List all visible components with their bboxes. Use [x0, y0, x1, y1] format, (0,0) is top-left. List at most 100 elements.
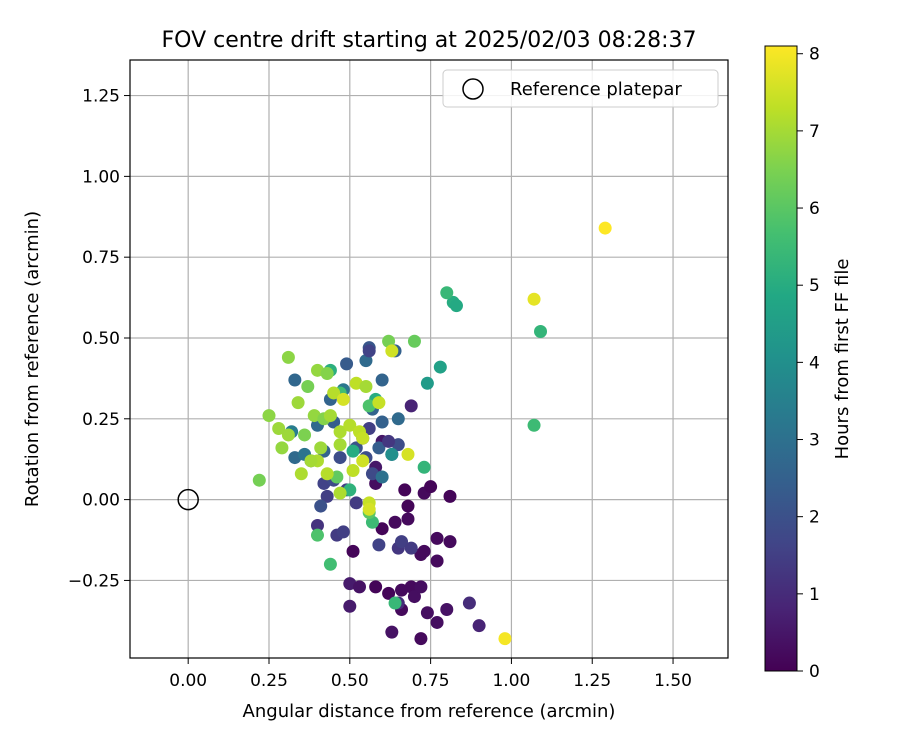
data-point: [356, 431, 370, 445]
data-point: [430, 531, 444, 545]
data-point: [498, 632, 512, 646]
data-point: [262, 409, 276, 423]
data-point: [310, 518, 324, 532]
colorbar-gradient: [764, 45, 798, 672]
data-point: [298, 428, 312, 442]
data-point: [401, 447, 415, 461]
data-point: [401, 499, 415, 513]
data-point: [336, 525, 350, 539]
data-point: [424, 480, 438, 494]
data-point: [304, 454, 318, 468]
data-point: [404, 399, 418, 413]
data-point: [443, 489, 457, 503]
data-point: [327, 386, 341, 400]
data-point: [346, 444, 360, 458]
data-point: [356, 454, 370, 468]
data-point: [333, 451, 347, 465]
data-point: [310, 528, 324, 542]
colorbar-tick-label: 5: [809, 276, 820, 296]
data-point: [362, 344, 376, 358]
x-tick-label: 1.25: [573, 671, 611, 691]
x-tick-label: 1.00: [492, 671, 530, 691]
data-point: [375, 415, 389, 429]
y-tick-label: 0.25: [82, 410, 120, 430]
data-point: [301, 379, 315, 393]
data-point: [414, 632, 428, 646]
data-point: [395, 535, 409, 549]
data-point: [252, 473, 266, 487]
data-point: [440, 603, 454, 617]
data-point: [430, 615, 444, 629]
data-point: [291, 396, 305, 410]
y-axis-label: Rotation from reference (arcmin): [22, 211, 43, 507]
data-point: [382, 434, 396, 448]
data-point: [323, 409, 337, 423]
data-point: [382, 586, 396, 600]
x-tick-label: 1.50: [654, 671, 692, 691]
data-point: [333, 425, 347, 439]
colorbar-tick-label: 7: [809, 122, 820, 142]
data-point: [385, 344, 399, 358]
colorbar-tick-label: 1: [809, 585, 820, 605]
data-point: [420, 376, 434, 390]
data-point: [346, 544, 360, 558]
data-point: [462, 596, 476, 610]
colorbar-tick-label: 0: [809, 662, 820, 682]
data-point: [443, 535, 457, 549]
data-point: [281, 350, 295, 364]
data-point: [333, 486, 347, 500]
data-point: [359, 379, 373, 393]
data-point: [388, 515, 402, 529]
data-point: [346, 464, 360, 478]
data-point: [314, 441, 328, 455]
chart-title: FOV centre drift starting at 2025/02/03 …: [162, 28, 697, 53]
data-point: [362, 502, 376, 516]
data-point: [343, 599, 357, 613]
data-point: [417, 460, 431, 474]
y-tick-label: 0.50: [82, 329, 120, 349]
data-point: [472, 619, 486, 633]
colorbar-tick-label: 3: [809, 431, 820, 451]
data-point: [336, 392, 350, 406]
data-point: [385, 447, 399, 461]
data-point: [314, 499, 328, 513]
data-point: [433, 360, 447, 374]
data-point: [417, 544, 431, 558]
data-point: [527, 292, 541, 306]
data-point: [288, 373, 302, 387]
data-point: [372, 441, 386, 455]
data-point: [372, 396, 386, 410]
colorbar-tick-label: 6: [809, 199, 820, 219]
y-tick-label: −0.25: [68, 571, 120, 591]
colorbar-label: Hours from first FF file: [832, 259, 853, 460]
plot-area: [130, 60, 728, 658]
data-point: [385, 625, 399, 639]
data-point: [320, 367, 334, 381]
data-point: [372, 538, 386, 552]
y-tick-label: 1.00: [82, 167, 120, 187]
data-point: [391, 412, 405, 426]
y-tick-label: 0.00: [82, 491, 120, 511]
x-tick-label: 0.00: [169, 671, 207, 691]
data-point: [375, 522, 389, 536]
colorbar-tick-label: 8: [809, 45, 820, 65]
data-point: [404, 541, 418, 555]
data-point: [527, 418, 541, 432]
data-point: [407, 334, 421, 348]
data-point: [275, 441, 289, 455]
data-point: [534, 325, 548, 339]
data-point: [343, 418, 357, 432]
data-point: [340, 357, 354, 371]
data-point: [333, 438, 347, 452]
data-point: [349, 496, 363, 510]
data-point: [281, 428, 295, 442]
colorbar-tick-label: 2: [809, 508, 820, 528]
legend: Reference platepar: [442, 69, 719, 108]
data-point: [323, 557, 337, 571]
data-point: [401, 512, 415, 526]
plot-frame: [129, 59, 729, 659]
reference-platepar-marker: [177, 488, 199, 511]
data-point: [598, 221, 612, 235]
data-point: [414, 580, 428, 594]
data-point: [430, 554, 444, 568]
